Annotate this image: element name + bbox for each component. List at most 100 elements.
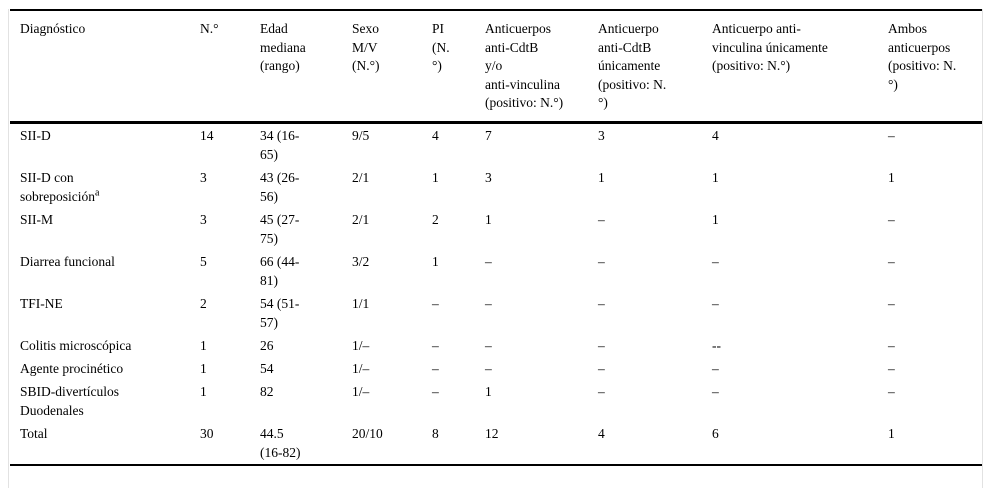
cell-edad: 43 (26- 56) (260, 169, 300, 204)
header-pi: PI (N. °) (432, 10, 485, 124)
cell-diagnostico: Agente procinético (20, 360, 124, 376)
cell-sexo: 20/10 (352, 425, 383, 441)
cell-diagnostico: Colitis microscópica (20, 337, 132, 353)
cell-ambos: 1 (888, 169, 895, 185)
cell-anti-vinculina-unicamente: – (712, 295, 719, 311)
cell-anti-vinculina-unicamente: -- (712, 337, 721, 353)
cell-ambos: – (888, 127, 895, 143)
cell-sexo: 1/– (352, 337, 370, 353)
cell-anti-cdtb-unicamente: 1 (598, 169, 605, 185)
table-row-colitis-microscopica: Colitis microscópica 1 26 1/– – – – -- – (10, 334, 983, 357)
cell-anti-cdtb-yo-vinculina: 1 (485, 383, 492, 399)
cell-pi: – (432, 337, 439, 353)
cell-ambos: – (888, 253, 895, 269)
header-anticuerpos-cdtb-yo-vinculina: Anticuerpos anti-CdtB y/o anti-vinculina… (485, 10, 598, 124)
cell-diagnostico: TFI-NE (20, 295, 63, 311)
footnote-marker: a (95, 187, 100, 198)
cell-pi: – (432, 360, 439, 376)
diagnosis-label: SII-D con sobreposición (20, 169, 95, 204)
cell-n: 30 (200, 425, 214, 441)
cell-pi: 4 (432, 127, 439, 143)
cell-n: 3 (200, 211, 207, 227)
cell-diagnostico: SII-M (20, 211, 53, 227)
cell-anti-cdtb-unicamente: – (598, 253, 605, 269)
cell-anti-vinculina-unicamente: – (712, 360, 719, 376)
cell-ambos: 1 (888, 425, 895, 441)
cell-diagnostico: Total (20, 425, 48, 441)
cell-n: 5 (200, 253, 207, 269)
table-body: SII-D 14 34 (16- 65) 9/5 4 7 3 4 – SII-D… (10, 122, 983, 465)
cell-edad: 26 (260, 337, 274, 353)
cell-sexo: 2/1 (352, 169, 370, 185)
header-anticuerpo-vinculina-unicamente: Anticuerpo anti- vinculina únicamente (p… (712, 10, 888, 124)
cell-n: 1 (200, 360, 207, 376)
cell-pi: 2 (432, 211, 439, 227)
cell-pi: – (432, 295, 439, 311)
cell-anti-cdtb-yo-vinculina: 3 (485, 169, 492, 185)
header-edad-mediana: Edad mediana (rango) (260, 10, 352, 124)
header-diagnostico: Diagnóstico (10, 10, 200, 124)
cell-anti-cdtb-yo-vinculina: 7 (485, 127, 492, 143)
cell-n: 2 (200, 295, 207, 311)
cell-anti-vinculina-unicamente: – (712, 383, 719, 399)
cell-sexo: 2/1 (352, 211, 370, 227)
cell-diagnostico: SII-D (20, 127, 51, 143)
cell-ambos: – (888, 360, 895, 376)
cell-diagnostico: SII-D con sobreposicióna (10, 166, 200, 208)
cell-anti-cdtb-yo-vinculina: 1 (485, 211, 492, 227)
table-row-tfi-ne: TFI-NE 2 54 (51- 57) 1/1 – – – – – (10, 292, 983, 334)
cell-edad: 66 (44- 81) (260, 253, 300, 288)
cell-sexo: 9/5 (352, 127, 370, 143)
cell-sexo: 1/– (352, 383, 370, 399)
cell-anti-cdtb-unicamente: 3 (598, 127, 605, 143)
cell-ambos: – (888, 383, 895, 399)
cell-pi: 1 (432, 253, 439, 269)
cell-anti-vinculina-unicamente: 6 (712, 425, 719, 441)
table-row-sbid-diverticulos: SBID-divertículos Duodenales 1 82 1/– – … (10, 380, 983, 422)
cell-sexo: 1/1 (352, 295, 370, 311)
cell-anti-cdtb-unicamente: 4 (598, 425, 605, 441)
cell-edad: 54 (260, 360, 274, 376)
table-row-agente-procinetico: Agente procinético 1 54 1/– – – – – – (10, 357, 983, 380)
cell-edad: 82 (260, 383, 274, 399)
table-row-sii-d-sobreposicion: SII-D con sobreposicióna 3 43 (26- 56) 2… (10, 166, 983, 208)
cell-anti-vinculina-unicamente: 1 (712, 169, 719, 185)
cell-n: 1 (200, 337, 207, 353)
cell-diagnostico: SBID-divertículos Duodenales (20, 383, 119, 418)
header-n: N.° (200, 10, 260, 124)
cell-pi: – (432, 383, 439, 399)
cell-pi: 8 (432, 425, 439, 441)
cell-pi: 1 (432, 169, 439, 185)
cell-anti-vinculina-unicamente: – (712, 253, 719, 269)
cell-anti-cdtb-yo-vinculina: – (485, 360, 492, 376)
cell-edad: 45 (27- 75) (260, 211, 300, 246)
cell-ambos: – (888, 337, 895, 353)
cell-ambos: – (888, 211, 895, 227)
cell-sexo: 1/– (352, 360, 370, 376)
cell-edad: 44.5 (16-82) (260, 425, 301, 460)
table-row-sii-m: SII-M 3 45 (27- 75) 2/1 2 1 – 1 – (10, 208, 983, 250)
header-anticuerpo-cdtb-unicamente: Anticuerpo anti-CdtB únicamente (positiv… (598, 10, 712, 124)
cell-anti-cdtb-unicamente: – (598, 360, 605, 376)
cell-edad: 34 (16- 65) (260, 127, 300, 162)
cell-n: 14 (200, 127, 214, 143)
cell-anti-cdtb-unicamente: – (598, 295, 605, 311)
cell-anti-cdtb-yo-vinculina: 12 (485, 425, 499, 441)
cell-anti-cdtb-unicamente: – (598, 383, 605, 399)
table-header: Diagnóstico N.° Edad mediana (rango) Sex… (10, 10, 983, 124)
diagnostics-antibody-table: Diagnóstico N.° Edad mediana (rango) Sex… (10, 9, 983, 466)
cell-ambos: – (888, 295, 895, 311)
cell-edad: 54 (51- 57) (260, 295, 300, 330)
cell-anti-cdtb-unicamente: – (598, 211, 605, 227)
cell-anti-vinculina-unicamente: 1 (712, 211, 719, 227)
header-row: Diagnóstico N.° Edad mediana (rango) Sex… (10, 10, 983, 124)
cell-sexo: 3/2 (352, 253, 370, 269)
cell-n: 1 (200, 383, 207, 399)
table-row-sii-d: SII-D 14 34 (16- 65) 9/5 4 7 3 4 – (10, 122, 983, 166)
cell-anti-cdtb-yo-vinculina: – (485, 295, 492, 311)
cell-anti-cdtb-yo-vinculina: – (485, 337, 492, 353)
header-ambos-anticuerpos: Ambos anticuerpos (positivo: N. °) (888, 10, 983, 124)
table-row-total: Total 30 44.5 (16-82) 20/10 8 12 4 6 1 (10, 422, 983, 465)
cell-anti-cdtb-yo-vinculina: – (485, 253, 492, 269)
header-sexo: Sexo M/V (N.°) (352, 10, 432, 124)
